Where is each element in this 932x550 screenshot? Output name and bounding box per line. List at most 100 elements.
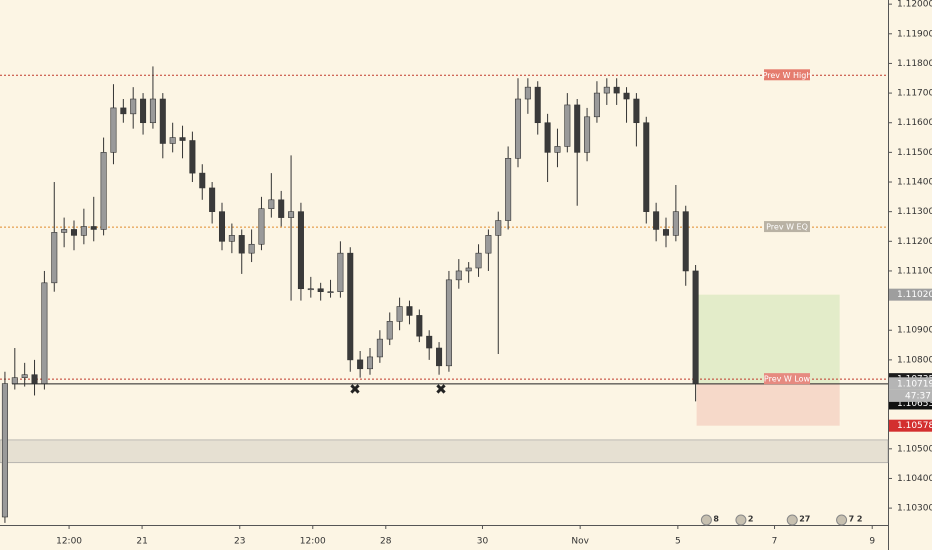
event-icon xyxy=(700,514,712,526)
candle-body xyxy=(51,232,58,284)
candle-body xyxy=(130,98,137,115)
x-tick-label: Nov xyxy=(571,537,589,547)
candle-body xyxy=(199,172,206,189)
candle-body xyxy=(21,374,28,378)
candle-body xyxy=(100,152,107,230)
candle-body xyxy=(692,270,699,384)
candle-body xyxy=(653,211,660,230)
candle-body xyxy=(307,288,314,291)
candle-body xyxy=(248,243,255,254)
candle-body xyxy=(258,208,265,245)
price-label: 1.10653 xyxy=(897,399,932,409)
candle-body xyxy=(495,220,502,236)
price-label-bg xyxy=(889,419,932,432)
candle-body xyxy=(218,211,226,242)
candle-body xyxy=(514,98,522,159)
candle-body xyxy=(41,282,48,384)
candle-body xyxy=(376,338,383,358)
marker-x: ✖ xyxy=(349,382,361,398)
level-label-bg xyxy=(764,221,810,233)
candle-body xyxy=(327,291,334,293)
event-label: 2 xyxy=(748,515,754,524)
candle-body xyxy=(80,226,87,236)
candle-body xyxy=(445,279,452,367)
x-tick-label: 12:00 xyxy=(56,537,82,547)
candle-body xyxy=(406,306,413,316)
candle-body xyxy=(534,86,541,124)
candle-body xyxy=(31,374,38,384)
candle-body xyxy=(505,158,512,221)
x-tick-label: 5 xyxy=(675,537,681,547)
y-tick-label: 1.11500 xyxy=(897,148,932,158)
candle-body xyxy=(337,252,344,292)
candle-body xyxy=(603,86,610,94)
candle-body xyxy=(682,211,689,272)
candle-body xyxy=(169,137,176,144)
candle-body xyxy=(11,377,18,384)
candle-body xyxy=(278,199,285,218)
candle-body xyxy=(347,252,354,361)
candle-body xyxy=(544,122,551,153)
event-icon xyxy=(735,514,747,526)
x-tick-label: 7 xyxy=(772,537,778,547)
level-label: Prev W Low xyxy=(764,375,811,384)
level-label-bg xyxy=(764,69,810,81)
candle-body xyxy=(593,92,600,118)
y-tick-label: 1.10900 xyxy=(897,326,932,336)
candle-body xyxy=(554,146,561,153)
candle-body xyxy=(366,356,374,370)
y-tick-label: 1.11100 xyxy=(897,266,932,276)
candle-body xyxy=(613,86,620,94)
candle-body xyxy=(179,137,186,141)
candle-body xyxy=(465,267,472,272)
candle-body xyxy=(643,122,650,212)
x-tick-label: 9 xyxy=(869,537,875,547)
candle-body xyxy=(475,252,482,269)
candle-body xyxy=(317,288,324,292)
candle-body xyxy=(228,235,235,242)
candle-body xyxy=(416,315,423,337)
y-tick-label: 1.11200 xyxy=(897,237,932,247)
countdown-bg xyxy=(889,389,932,402)
candle-body xyxy=(209,187,216,212)
candle-body xyxy=(357,359,364,370)
candle-body xyxy=(297,211,304,290)
loss-zone xyxy=(696,383,840,426)
x-tick-label: 12:00 xyxy=(300,537,326,547)
candle-body xyxy=(584,116,591,153)
candle-body xyxy=(110,107,117,153)
y-tick-label: 1.10500 xyxy=(897,444,932,454)
candle-body xyxy=(288,211,295,218)
x-tick-label: 23 xyxy=(234,537,245,547)
countdown: 47:37 xyxy=(905,391,931,401)
candle-body xyxy=(90,226,97,230)
candle-body xyxy=(61,229,68,233)
y-tick-label: 1.11800 xyxy=(897,59,932,69)
profit-zone xyxy=(696,294,840,384)
event-icon xyxy=(836,514,848,526)
candle-body xyxy=(238,235,245,254)
x-tick-label: 21 xyxy=(136,537,147,547)
candle-body xyxy=(662,229,670,236)
y-tick-label: 1.11700 xyxy=(897,89,932,99)
level-label-bg xyxy=(764,373,810,385)
x-tick-label: 30 xyxy=(477,537,489,547)
level-label: Prev W High xyxy=(763,71,812,80)
candle-body xyxy=(623,92,630,100)
y-tick-label: 1.10400 xyxy=(897,474,932,484)
price-label-bg xyxy=(889,377,932,390)
candle-body xyxy=(268,199,275,209)
y-tick-label: 1.11600 xyxy=(897,118,932,128)
price-label-bg xyxy=(889,288,932,301)
price-label: 1.11020 xyxy=(897,290,932,300)
level-label: Prev W EQ xyxy=(766,223,808,232)
y-tick-label: 1.11900 xyxy=(897,29,932,39)
candle-body xyxy=(436,347,443,367)
zone xyxy=(0,439,889,464)
candle-body xyxy=(455,270,462,281)
candle-body xyxy=(1,383,8,518)
candle-body xyxy=(485,235,492,254)
